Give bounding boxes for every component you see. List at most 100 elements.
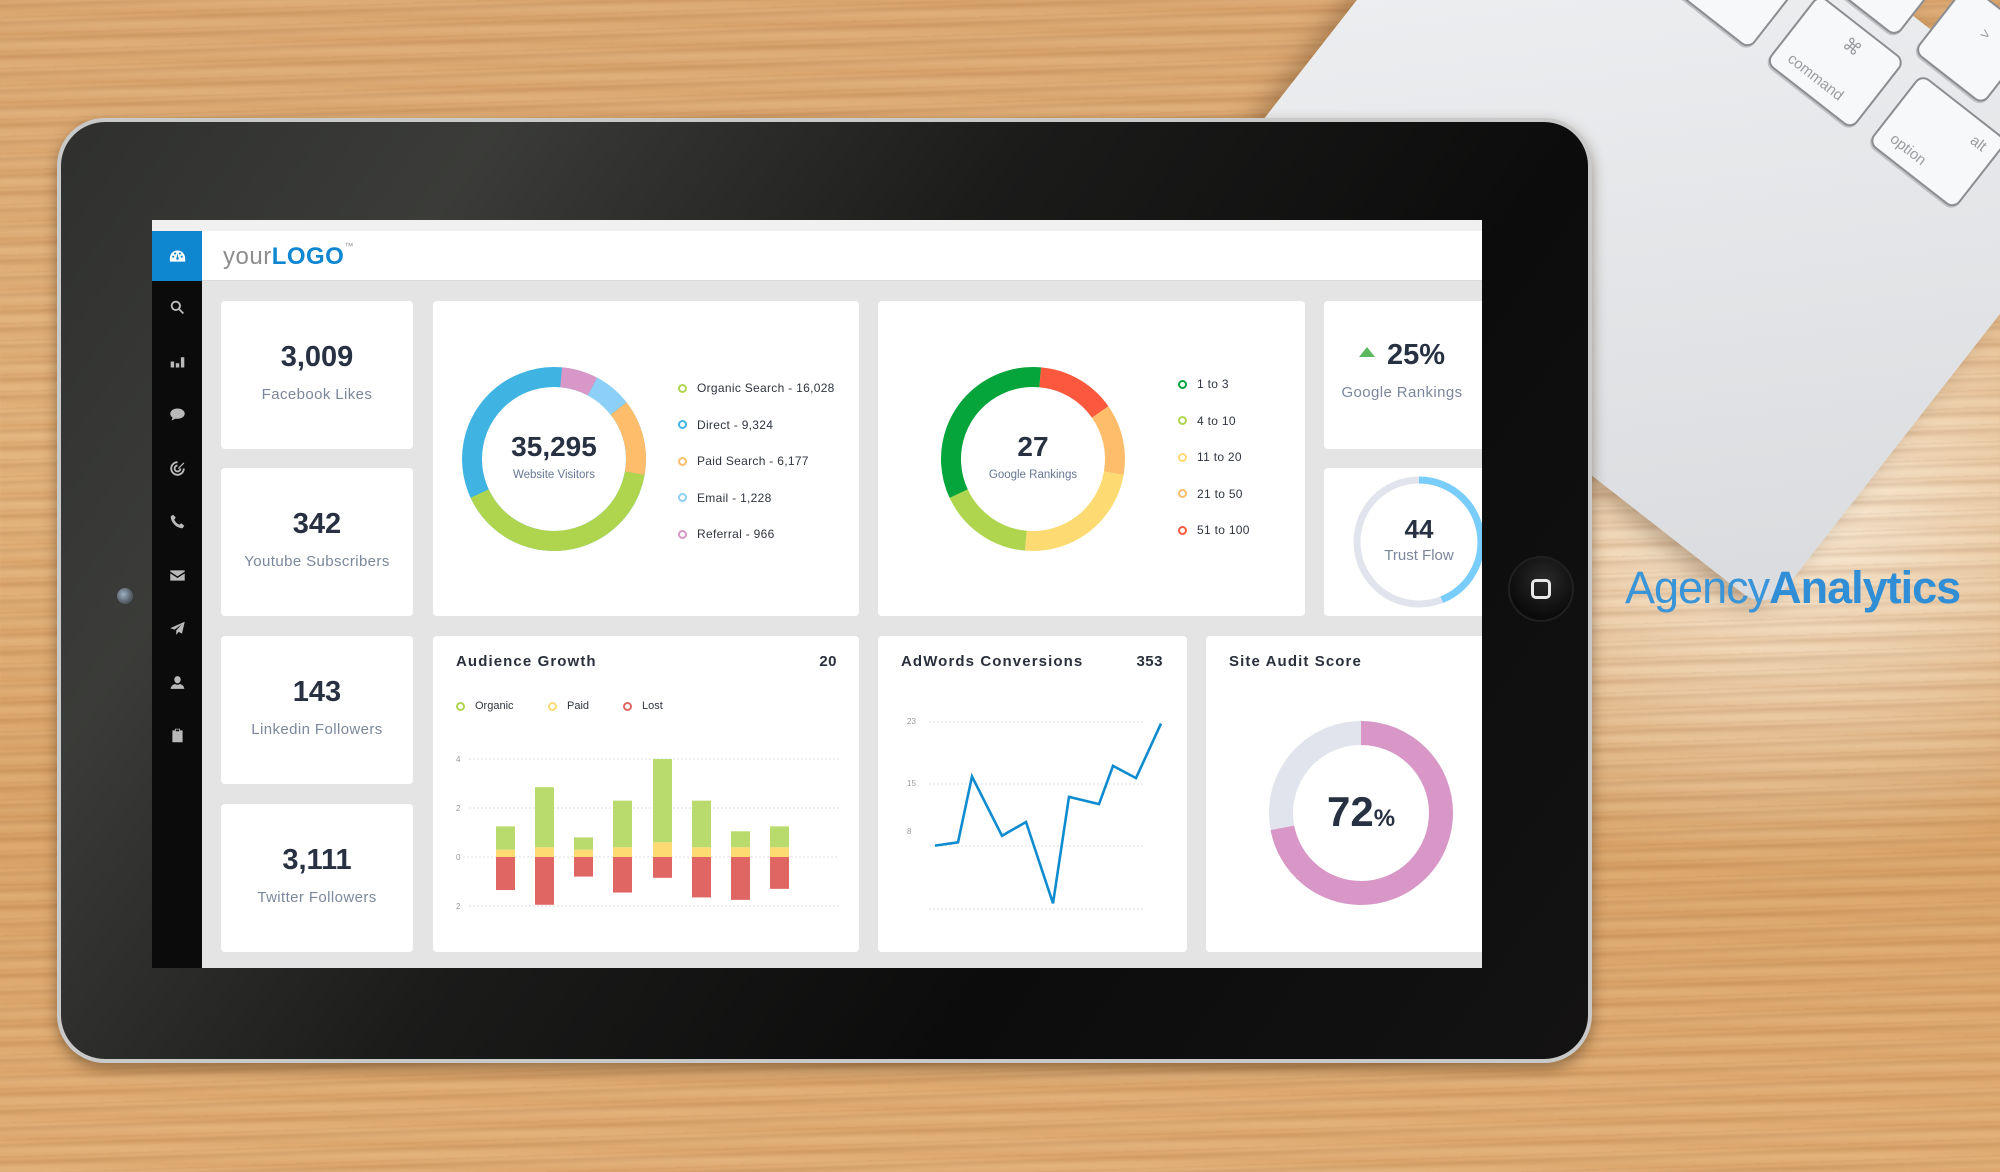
sidebar-item-ppc[interactable] [152,442,202,496]
sidebar-item-search[interactable] [152,281,202,335]
sidebar-item-campaigns[interactable] [152,602,202,656]
bar-organic[interactable] [692,800,711,848]
phone-icon [170,514,184,529]
bar-paid[interactable] [770,847,789,857]
svg-text:2: 2 [456,804,461,813]
svg-text:0: 0 [456,853,461,862]
bar-organic[interactable] [574,837,593,850]
rankings-change-card[interactable]: 25% Google Rankings [1324,301,1482,449]
trust-flow-card[interactable]: 44 Trust Flow [1324,468,1482,616]
website-visitors-card[interactable]: 35,295 Website Visitors Organic Search -… [433,301,859,616]
legend-label: Email - 1,228 [697,490,772,505]
audience-title: Audience Growth [456,653,597,670]
legend-item-organic[interactable]: Organic [456,700,548,712]
logo[interactable]: yourLOGO™ [223,241,354,271]
site-audit-card[interactable]: Site Audit Score 72% [1206,636,1482,952]
trend-up-icon [1358,347,1375,358]
bar-lost[interactable] [535,857,554,905]
adwords-conversions-card[interactable]: AdWords Conversions 353 23 15 8 [878,636,1187,952]
bar-lost[interactable] [692,857,711,898]
sidebar-item-social[interactable] [152,388,202,442]
legend-item-lost[interactable]: Lost [623,700,663,712]
bar-lost[interactable] [496,857,515,891]
dashboard-icon [169,250,185,262]
status-strip [152,220,1482,231]
svg-text:4: 4 [456,755,461,764]
camera-icon [117,588,133,604]
legend-item-referral[interactable]: Referral - 966 [678,516,835,553]
logo-tm: ™ [344,241,354,251]
legend-item-direct[interactable]: Direct - 9,324 [678,407,835,444]
bar-paid[interactable] [574,849,593,857]
legend-item-4-10[interactable]: 4 to 10 [1178,403,1250,440]
bar-lost[interactable] [613,857,632,893]
site-audit-value: 72 [1326,788,1374,835]
bar-paid[interactable] [653,842,672,857]
keyboard-key-space [1512,0,1804,51]
legend-label: Paid Search - 6,177 [697,454,809,469]
trust-flow-center: 44 Trust Flow [1351,514,1482,564]
stat-card-linkedin[interactable]: 143 Linkedin Followers [221,636,413,784]
legend-dot-icon [1178,525,1187,535]
clipboard-check-icon [171,728,183,743]
svg-text:15: 15 [907,779,916,788]
stat-card-youtube[interactable]: 342 Youtube Subscribers [221,468,413,616]
legend-label: Direct - 9,324 [697,417,774,432]
legend-dot-icon [678,529,687,539]
sidebar-item-analytics[interactable] [152,335,202,389]
sidebar-item-tasks[interactable] [152,709,202,763]
bar-organic[interactable] [653,759,672,843]
bar-paid[interactable] [535,847,554,857]
legend-dot-icon [1178,452,1187,462]
gauge-fill [1353,476,1482,608]
bar-paid[interactable] [613,847,632,857]
stat-value: 143 [292,676,342,708]
legend-label: Referral - 966 [697,527,775,542]
svg-text:23: 23 [907,717,916,726]
home-button[interactable] [1508,556,1574,622]
logo-prefix: your [223,243,272,270]
visitors-legend: Organic Search - 16,028 Direct - 9,324 P… [678,370,835,553]
bar-organic[interactable] [731,831,750,848]
legend-label: 11 to 20 [1197,450,1242,465]
audience-bar-chart: 4 2 0 2 [456,755,839,911]
bar-organic[interactable] [770,826,789,848]
bar-organic[interactable] [496,826,515,850]
legend-label: 1 to 3 [1197,377,1229,392]
bar-paid[interactable] [496,849,515,857]
site-audit-center: 72% [1266,788,1456,836]
conversions-line[interactable] [934,723,1163,904]
legend-item-paid-search[interactable]: Paid Search - 6,177 [678,443,835,480]
legend-item-21-50[interactable]: 21 to 50 [1178,476,1250,513]
greater-than-label: > [1976,25,1994,45]
legend-item-1-3[interactable]: 1 to 3 [1178,366,1250,403]
sidebar-item-calls[interactable] [152,495,202,549]
bar-organic[interactable] [613,800,632,848]
stat-card-facebook[interactable]: 3,009 Facebook Likes [221,301,413,449]
bar-paid[interactable] [692,847,711,857]
stat-card-twitter[interactable]: 3,111 Twitter Followers [221,804,413,952]
target-icon [169,461,185,476]
google-rankings-card[interactable]: 27 Google Rankings 1 to 3 4 to 10 11 to … [878,301,1305,616]
legend-item-organic[interactable]: Organic Search - 16,028 [678,370,835,407]
sidebar-item-email[interactable] [152,549,202,603]
sidebar-item-users[interactable] [152,656,202,710]
sidebar-item-dashboard[interactable] [152,231,202,281]
rankings-change-value: 25% [1386,339,1446,371]
command-label: command [1784,50,1847,105]
legend-item-email[interactable]: Email - 1,228 [678,480,835,517]
legend-item-paid[interactable]: Paid [548,700,623,712]
legend-item-11-20[interactable]: 11 to 20 [1178,439,1250,476]
command-symbol: ⌘ [1838,33,1866,61]
legend-item-51-100[interactable]: 51 to 100 [1178,512,1250,549]
bar-lost[interactable] [731,857,750,900]
legend-label: Paid [567,700,590,712]
bar-lost[interactable] [653,857,672,878]
brand-thin: Agency [1625,562,1770,613]
bar-organic[interactable] [535,787,554,848]
bar-lost[interactable] [574,857,593,877]
legend-label: Organic Search - 16,028 [697,381,835,396]
bar-paid[interactable] [731,847,750,857]
bar-lost[interactable] [770,857,789,889]
